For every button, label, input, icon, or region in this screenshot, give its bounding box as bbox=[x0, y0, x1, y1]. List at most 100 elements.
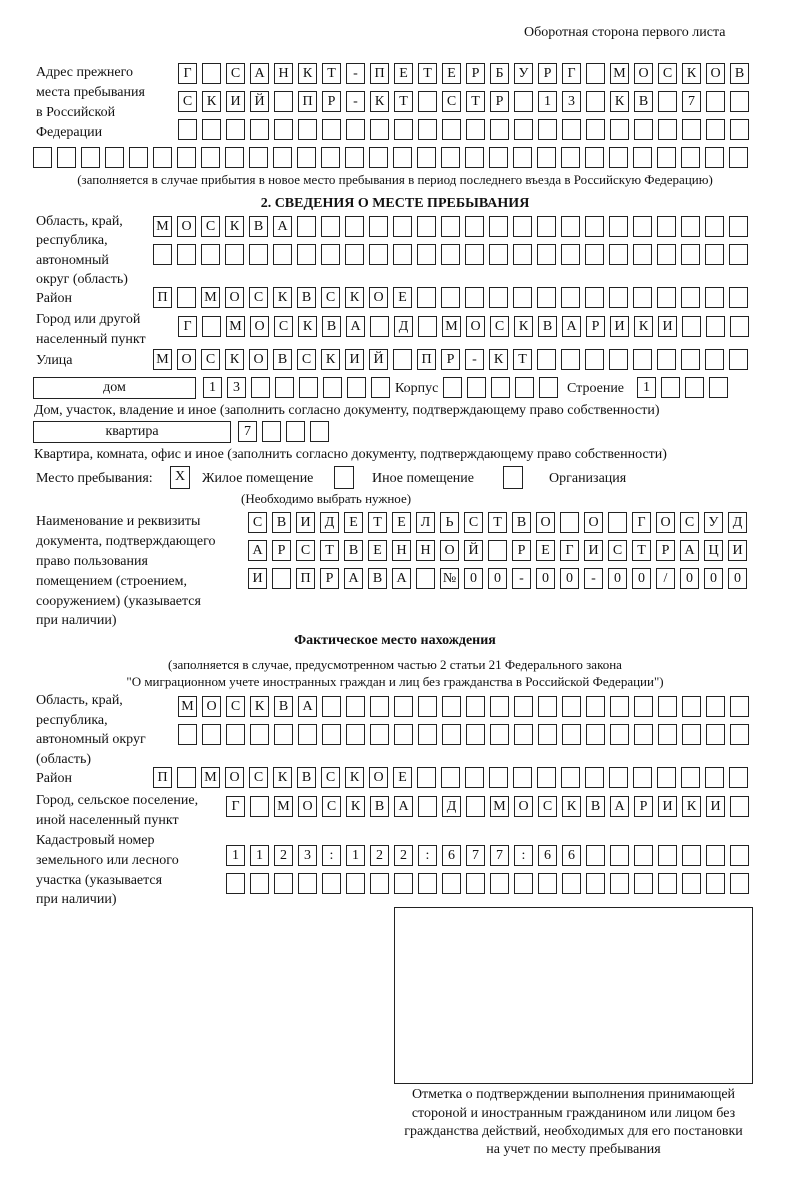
char-cell[interactable]: К bbox=[682, 796, 701, 817]
char-cell[interactable] bbox=[610, 696, 629, 717]
char-cell[interactable]: А bbox=[273, 216, 292, 237]
char-cell[interactable]: С bbox=[249, 287, 268, 308]
char-cell[interactable] bbox=[609, 287, 628, 308]
char-cell[interactable] bbox=[322, 119, 341, 140]
char-cell[interactable]: С bbox=[322, 796, 341, 817]
char-cell[interactable]: В bbox=[370, 796, 389, 817]
char-cell[interactable] bbox=[442, 724, 461, 745]
char-cell[interactable] bbox=[658, 873, 677, 894]
char-cell[interactable]: Т bbox=[394, 91, 413, 112]
char-cell[interactable]: К bbox=[225, 349, 244, 370]
char-cell[interactable] bbox=[586, 119, 605, 140]
char-cell[interactable] bbox=[225, 147, 244, 168]
char-cell[interactable] bbox=[709, 377, 728, 398]
stay-checkbox-residential[interactable]: X bbox=[170, 466, 190, 489]
char-cell[interactable] bbox=[682, 696, 701, 717]
char-cell[interactable] bbox=[705, 349, 724, 370]
char-cell[interactable]: А bbox=[248, 540, 267, 561]
char-cell[interactable]: Р bbox=[538, 63, 557, 84]
char-cell[interactable] bbox=[561, 767, 580, 788]
char-cell[interactable]: В bbox=[297, 287, 316, 308]
char-cell[interactable]: : bbox=[514, 845, 533, 866]
char-cell[interactable] bbox=[416, 568, 435, 589]
char-cell[interactable]: Т bbox=[418, 63, 437, 84]
char-cell[interactable] bbox=[393, 216, 412, 237]
char-cell[interactable]: Е bbox=[344, 512, 363, 533]
char-cell[interactable] bbox=[418, 796, 437, 817]
char-cell[interactable]: М bbox=[201, 287, 220, 308]
char-cell[interactable]: Д bbox=[320, 512, 339, 533]
char-cell[interactable] bbox=[466, 873, 485, 894]
char-cell[interactable] bbox=[513, 147, 532, 168]
char-cell[interactable] bbox=[705, 287, 724, 308]
char-cell[interactable]: 6 bbox=[442, 845, 461, 866]
char-cell[interactable]: 0 bbox=[536, 568, 555, 589]
char-cell[interactable] bbox=[57, 147, 76, 168]
char-cell[interactable] bbox=[153, 244, 172, 265]
char-cell[interactable]: К bbox=[489, 349, 508, 370]
char-cell[interactable]: В bbox=[344, 540, 363, 561]
char-cell[interactable] bbox=[489, 147, 508, 168]
char-cell[interactable]: Д bbox=[394, 316, 413, 337]
char-cell[interactable] bbox=[730, 873, 749, 894]
char-cell[interactable]: П bbox=[417, 349, 436, 370]
char-cell[interactable]: О bbox=[225, 287, 244, 308]
char-cell[interactable]: Г bbox=[560, 540, 579, 561]
char-cell[interactable] bbox=[202, 724, 221, 745]
char-cell[interactable] bbox=[442, 696, 461, 717]
flat-type-field[interactable]: квартира bbox=[33, 421, 231, 443]
char-cell[interactable]: К bbox=[250, 696, 269, 717]
char-cell[interactable] bbox=[417, 216, 436, 237]
char-cell[interactable] bbox=[729, 349, 748, 370]
char-cell[interactable] bbox=[633, 767, 652, 788]
char-cell[interactable] bbox=[417, 287, 436, 308]
char-cell[interactable]: Б bbox=[490, 63, 509, 84]
char-cell[interactable]: 7 bbox=[490, 845, 509, 866]
char-cell[interactable]: И bbox=[728, 540, 747, 561]
char-cell[interactable]: Е bbox=[368, 540, 387, 561]
char-cell[interactable]: С bbox=[248, 512, 267, 533]
char-cell[interactable] bbox=[442, 119, 461, 140]
char-cell[interactable] bbox=[202, 63, 221, 84]
char-cell[interactable] bbox=[706, 696, 725, 717]
char-cell[interactable]: Д bbox=[728, 512, 747, 533]
char-cell[interactable]: 3 bbox=[562, 91, 581, 112]
char-cell[interactable] bbox=[466, 724, 485, 745]
char-cell[interactable]: А bbox=[394, 796, 413, 817]
char-cell[interactable]: О bbox=[249, 349, 268, 370]
char-cell[interactable] bbox=[418, 696, 437, 717]
char-cell[interactable]: С bbox=[274, 316, 293, 337]
char-cell[interactable] bbox=[657, 244, 676, 265]
char-cell[interactable] bbox=[490, 724, 509, 745]
char-cell[interactable]: О bbox=[177, 349, 196, 370]
char-cell[interactable] bbox=[33, 147, 52, 168]
char-cell[interactable]: С bbox=[226, 63, 245, 84]
char-cell[interactable] bbox=[586, 873, 605, 894]
char-cell[interactable] bbox=[609, 767, 628, 788]
char-cell[interactable] bbox=[370, 119, 389, 140]
char-cell[interactable]: 0 bbox=[464, 568, 483, 589]
char-cell[interactable] bbox=[298, 873, 317, 894]
char-cell[interactable] bbox=[705, 216, 724, 237]
char-cell[interactable]: Р bbox=[490, 91, 509, 112]
char-cell[interactable]: К bbox=[273, 287, 292, 308]
char-cell[interactable] bbox=[322, 873, 341, 894]
char-cell[interactable] bbox=[514, 91, 533, 112]
char-cell[interactable]: К bbox=[682, 63, 701, 84]
char-cell[interactable] bbox=[729, 287, 748, 308]
stay-checkbox-organization[interactable] bbox=[503, 466, 523, 489]
char-cell[interactable] bbox=[322, 696, 341, 717]
char-cell[interactable] bbox=[178, 724, 197, 745]
char-cell[interactable] bbox=[610, 724, 629, 745]
char-cell[interactable] bbox=[250, 119, 269, 140]
char-cell[interactable] bbox=[681, 287, 700, 308]
char-cell[interactable] bbox=[513, 216, 532, 237]
char-cell[interactable]: Р bbox=[322, 91, 341, 112]
char-cell[interactable] bbox=[685, 377, 704, 398]
char-cell[interactable] bbox=[251, 377, 270, 398]
char-cell[interactable]: Р bbox=[272, 540, 291, 561]
char-cell[interactable]: К bbox=[273, 767, 292, 788]
char-cell[interactable] bbox=[705, 147, 724, 168]
char-cell[interactable]: 0 bbox=[488, 568, 507, 589]
char-cell[interactable] bbox=[608, 512, 627, 533]
